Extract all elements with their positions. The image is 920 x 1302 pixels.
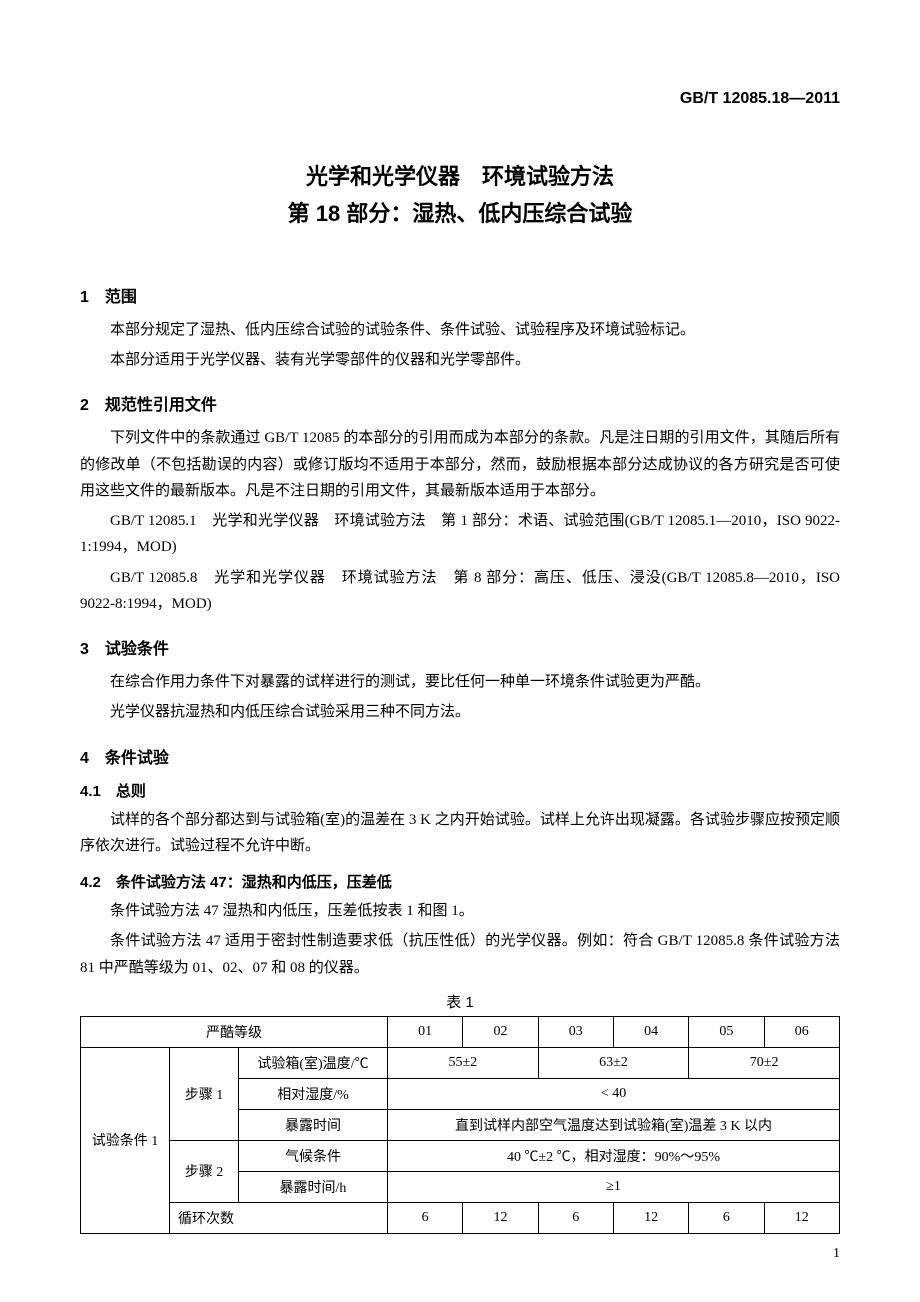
page: GB/T 12085.18—2011 光学和光学仪器 环境试验方法 第 18 部… xyxy=(0,0,920,1302)
exposure-label: 暴露时间 xyxy=(239,1109,388,1140)
cycles-5: 6 xyxy=(689,1202,764,1233)
subsection-4-2-paragraph-2: 条件试验方法 47 适用于密封性制造要求低（抗压性低）的光学仪器。例如：符合 G… xyxy=(80,928,840,981)
exposure-h-label: 暴露时间/h xyxy=(239,1171,388,1202)
document-id: GB/T 12085.18—2011 xyxy=(80,90,840,108)
cycles-6: 12 xyxy=(764,1202,839,1233)
exposure-value: 直到试样内部空气温度达到试验箱(室)温差 3 K 以内 xyxy=(388,1109,840,1140)
section-4-heading: 4 条件试验 xyxy=(80,744,840,768)
severity-02: 02 xyxy=(463,1016,538,1047)
table-1-caption: 表 1 xyxy=(80,991,840,1012)
section-2-heading: 2 规范性引用文件 xyxy=(80,391,840,415)
rh-value: < 40 xyxy=(388,1078,840,1109)
climate-label: 气候条件 xyxy=(239,1140,388,1171)
section-1-heading: 1 范围 xyxy=(80,283,840,307)
condition-label: 试验条件 1 xyxy=(81,1047,170,1233)
temp-label: 试验箱(室)温度/℃ xyxy=(239,1047,388,1078)
temp-value-2: 63±2 xyxy=(538,1047,689,1078)
rh-label: 相对湿度/% xyxy=(239,1078,388,1109)
section-2-paragraph-3: GB/T 12085.8 光学和光学仪器 环境试验方法 第 8 部分：高压、低压… xyxy=(80,565,840,618)
temp-value-3: 70±2 xyxy=(689,1047,840,1078)
section-2-paragraph-1: 下列文件中的条款通过 GB/T 12085 的本部分的引用而成为本部分的条款。凡… xyxy=(80,425,840,504)
title-line-1: 光学和光学仪器 环境试验方法 xyxy=(80,158,840,195)
step1-label: 步骤 1 xyxy=(170,1047,239,1140)
section-1-paragraph-1: 本部分规定了湿热、低内压综合试验的试验条件、条件试验、试验程序及环境试验标记。 xyxy=(80,317,840,343)
cycles-label: 循环次数 xyxy=(170,1202,388,1233)
subsection-4-2-paragraph-1: 条件试验方法 47 湿热和内低压，压差低按表 1 和图 1。 xyxy=(80,898,840,924)
severity-03: 03 xyxy=(538,1016,613,1047)
cycles-4: 12 xyxy=(613,1202,688,1233)
severity-06: 06 xyxy=(764,1016,839,1047)
table-row: 循环次数 6 12 6 12 6 12 xyxy=(81,1202,840,1233)
climate-value: 40 ℃±2 ℃，相对湿度：90%～95% xyxy=(388,1140,840,1171)
title-line-2: 第 18 部分：湿热、低内压综合试验 xyxy=(80,195,840,232)
subsection-4-1-heading: 4.1 总则 xyxy=(80,780,840,801)
header-severity: 严酷等级 xyxy=(81,1016,388,1047)
section-3-heading: 3 试验条件 xyxy=(80,635,840,659)
section-2-paragraph-2: GB/T 12085.1 光学和光学仪器 环境试验方法 第 1 部分：术语、试验… xyxy=(80,508,840,561)
severity-01: 01 xyxy=(388,1016,463,1047)
subsection-4-2-heading: 4.2 条件试验方法 47：湿热和内低压，压差低 xyxy=(80,871,840,892)
temp-value-1: 55±2 xyxy=(388,1047,539,1078)
table-1: 严酷等级 01 02 03 04 05 06 试验条件 1 步骤 1 试验箱(室… xyxy=(80,1016,840,1234)
table-row: 严酷等级 01 02 03 04 05 06 xyxy=(81,1016,840,1047)
severity-04: 04 xyxy=(613,1016,688,1047)
table-row: 步骤 2 气候条件 40 ℃±2 ℃，相对湿度：90%～95% xyxy=(81,1140,840,1171)
cycles-3: 6 xyxy=(538,1202,613,1233)
section-3-paragraph-2: 光学仪器抗湿热和内低压综合试验采用三种不同方法。 xyxy=(80,699,840,725)
severity-05: 05 xyxy=(689,1016,764,1047)
cycles-2: 12 xyxy=(463,1202,538,1233)
subsection-4-1-paragraph-1: 试样的各个部分都达到与试验箱(室)的温差在 3 K 之内开始试验。试样上允许出现… xyxy=(80,807,840,860)
section-1-paragraph-2: 本部分适用于光学仪器、装有光学零部件的仪器和光学零部件。 xyxy=(80,347,840,373)
page-number: 1 xyxy=(833,1246,840,1262)
table-row: 试验条件 1 步骤 1 试验箱(室)温度/℃ 55±2 63±2 70±2 xyxy=(81,1047,840,1078)
exposure-h-value: ≥1 xyxy=(388,1171,840,1202)
section-3-paragraph-1: 在综合作用力条件下对暴露的试样进行的测试，要比任何一种单一环境条件试验更为严酷。 xyxy=(80,669,840,695)
document-title: 光学和光学仪器 环境试验方法 第 18 部分：湿热、低内压综合试验 xyxy=(80,158,840,233)
cycles-1: 6 xyxy=(388,1202,463,1233)
step2-label: 步骤 2 xyxy=(170,1140,239,1202)
